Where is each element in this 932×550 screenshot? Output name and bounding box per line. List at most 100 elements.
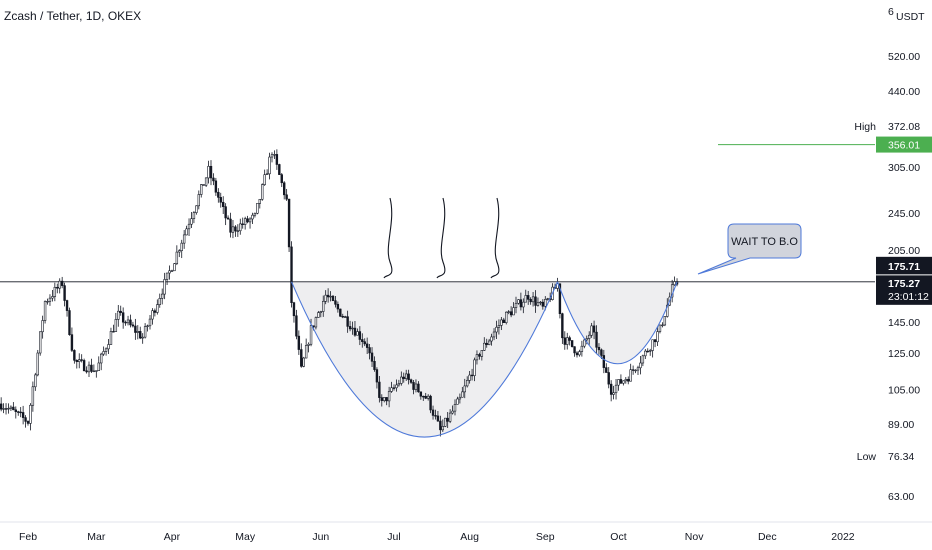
candle-body xyxy=(631,369,635,371)
candle-body xyxy=(492,331,496,338)
candle-body xyxy=(246,218,249,223)
candle-body xyxy=(109,331,113,345)
candle-body xyxy=(102,351,105,355)
time-axis[interactable] xyxy=(0,522,932,550)
candle-body xyxy=(670,284,674,298)
candle-body xyxy=(597,346,601,351)
candle-body xyxy=(161,293,164,299)
candle-body xyxy=(314,317,318,328)
candle-body xyxy=(461,391,464,398)
candle-body xyxy=(419,391,423,397)
y-tick-label: 520.00 xyxy=(888,51,920,63)
candle-body xyxy=(97,362,100,371)
candle-body xyxy=(34,374,37,388)
candle-body xyxy=(339,308,342,317)
candle-body xyxy=(248,218,252,223)
candle-body xyxy=(60,280,64,286)
candle-body xyxy=(119,310,122,313)
candle-body xyxy=(356,331,359,336)
candle-body xyxy=(526,295,530,300)
candle-body xyxy=(475,354,479,361)
candle-body xyxy=(114,319,118,332)
candle-body xyxy=(385,397,388,402)
callout-text: WAIT TO B.O xyxy=(731,236,798,248)
x-tick-label: Jun xyxy=(312,531,329,543)
candle-body xyxy=(658,324,662,332)
y-tick-label: 125.00 xyxy=(888,348,920,360)
candle-body xyxy=(139,331,142,339)
candle-body xyxy=(648,350,652,352)
candle-body xyxy=(583,339,586,347)
candle-body xyxy=(634,369,637,372)
low-value: 76.34 xyxy=(888,451,914,463)
candle-body xyxy=(29,404,32,424)
candle-body xyxy=(456,398,459,405)
candle-body xyxy=(612,392,615,395)
candle-body xyxy=(656,331,659,343)
candle-body xyxy=(121,312,125,323)
candle-body xyxy=(502,319,505,323)
candle-body xyxy=(444,417,447,427)
candle-body xyxy=(278,164,281,175)
candle-body xyxy=(431,409,435,416)
candle-body xyxy=(566,337,569,345)
candle-body xyxy=(95,370,98,372)
candle-body xyxy=(24,417,27,422)
candle-body xyxy=(26,421,30,424)
x-tick-label: May xyxy=(235,531,256,543)
candle-body xyxy=(414,383,418,390)
candle-body xyxy=(519,299,523,308)
candle-body xyxy=(424,395,427,399)
high-value: 372.08 xyxy=(888,121,920,133)
candle-body xyxy=(73,350,76,361)
candle-body xyxy=(58,280,61,289)
candle-body xyxy=(46,301,49,303)
cup-curve xyxy=(291,281,558,438)
candle-body xyxy=(531,296,535,303)
candle-body xyxy=(295,315,298,337)
candle-body xyxy=(309,325,313,345)
candle-body xyxy=(544,299,547,307)
candle-body xyxy=(646,350,649,353)
candle-body xyxy=(451,410,454,414)
candle-body xyxy=(197,194,200,207)
candle-body xyxy=(478,354,481,357)
candle-body xyxy=(334,300,337,305)
candle-body xyxy=(446,417,449,422)
candle-body xyxy=(619,379,623,384)
candle-body xyxy=(529,299,532,303)
candle-body xyxy=(175,251,179,264)
candle-body xyxy=(222,201,225,207)
candle-body xyxy=(236,230,240,232)
steam-squiggle xyxy=(490,197,500,279)
candle-body xyxy=(156,304,159,313)
callout-box xyxy=(697,223,802,275)
candle-body xyxy=(522,301,525,308)
candle-body xyxy=(407,373,410,381)
candle-body xyxy=(480,350,484,357)
x-tick-label: Feb xyxy=(19,531,37,543)
candle-body xyxy=(290,246,293,303)
candle-body xyxy=(422,395,425,398)
candle-body xyxy=(500,319,503,326)
alert-price-value: 356.01 xyxy=(888,140,920,152)
y-tick-label: 305.00 xyxy=(888,162,920,174)
candle-body xyxy=(243,218,247,225)
candle-body xyxy=(556,283,559,289)
candle-body xyxy=(146,325,149,327)
candle-body xyxy=(329,295,332,298)
candle-body xyxy=(226,217,230,220)
candle-body xyxy=(639,362,642,369)
candle-body xyxy=(168,270,171,274)
candle-body xyxy=(241,223,244,225)
candle-body xyxy=(70,334,74,351)
candle-body xyxy=(68,310,71,335)
candle-body xyxy=(509,311,513,316)
candle-body xyxy=(63,285,66,301)
candle-body xyxy=(468,374,471,381)
candle-body xyxy=(336,303,340,310)
candle-body xyxy=(390,387,393,392)
candle-body xyxy=(12,406,15,411)
candle-body xyxy=(43,301,47,321)
